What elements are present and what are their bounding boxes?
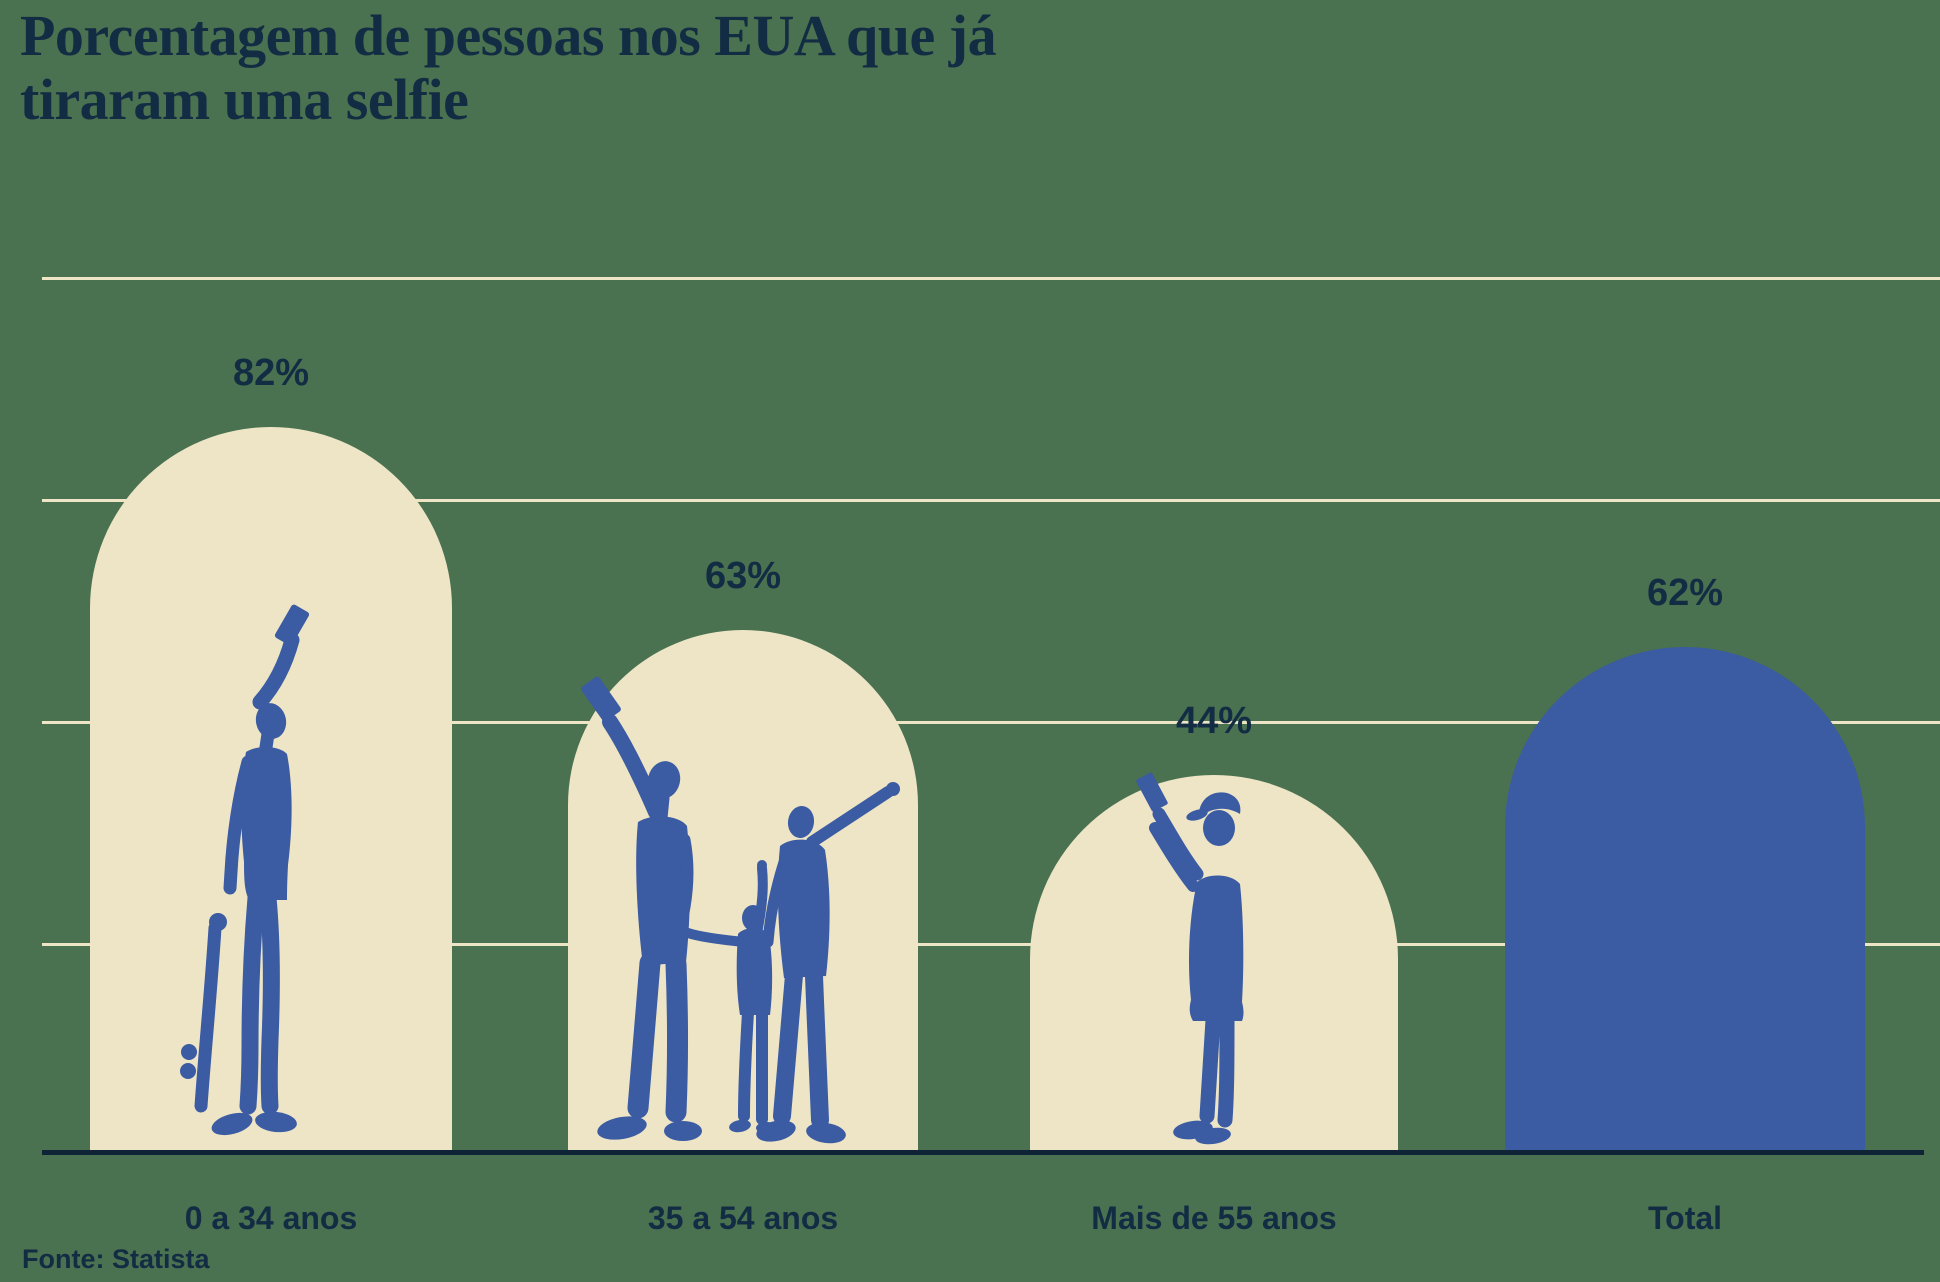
category-label: Mais de 55 anos [1091,1200,1337,1236]
gridline-25 [42,943,1940,946]
gridline-75 [42,499,1940,502]
value-label: 63% [704,555,782,597]
x-axis-line [42,1150,1924,1155]
bar-0-a-34-anos: 82% 0 a 34 anos [90,352,452,1236]
gridline-100 [42,277,1940,280]
value-label: 44% [1175,700,1253,742]
chart-title-line-1: Porcentagem de pessoas nos EUA que já [20,3,997,68]
bar-total: 62% Total [1505,572,1865,1236]
man-in-flat-cap-taking-selfie-silhouette [1136,772,1244,1145]
gridline-50 [42,721,1940,724]
category-label: 0 a 34 anos [184,1200,358,1236]
bar-35-a-54-anos: 63% 35 a 54 anos [568,555,918,1236]
category-label: Total [1647,1200,1723,1236]
value-label: 62% [1646,572,1724,614]
chart-title-line-2: tiraram uma selfie [20,67,469,132]
category-label: 35 a 54 anos [647,1200,839,1236]
value-label: 82% [232,352,310,394]
bar-mais-de-55-anos: 44% Mais de 55 anos [1030,700,1398,1236]
chart-title: Porcentagem de pessoas nos EUA que já ti… [20,3,997,132]
man-taking-selfie-with-skateboard-silhouette [180,604,310,1136]
source-credit: Fonte: Statista [22,1244,210,1274]
family-of-three-taking-selfie-silhouette [581,676,900,1144]
